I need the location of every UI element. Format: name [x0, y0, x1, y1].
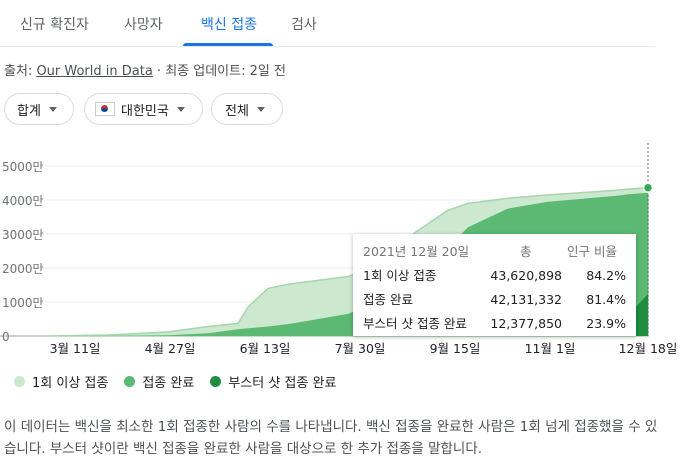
tooltip-row-label: 접종 완료: [363, 292, 413, 307]
korea-flag-icon: [95, 102, 115, 116]
legend-swatch: [14, 376, 25, 387]
y-tick-label: 1000만: [2, 296, 44, 310]
total-dropdown[interactable]: 합계: [4, 93, 74, 125]
tab-bar: 신규 확진자 사망자 백신 접종 검사: [0, 0, 655, 47]
legend-label: 부스터 샷 접종 완료: [228, 376, 337, 391]
tooltip-row-total: 43,620,898: [490, 268, 562, 283]
chart-legend: 1회 이상 접종 접종 완료 부스터 샷 접종 완료: [14, 372, 352, 391]
y-tick-label: 2000만: [2, 262, 44, 276]
hover-point: [642, 182, 654, 193]
last-updated: · 최종 업데이트: 2일 전: [152, 64, 286, 79]
x-tick-label: 12월 18일: [619, 341, 678, 356]
x-tick-label: 4월 27일: [145, 341, 196, 356]
tooltip-row-pct: 81.4%: [586, 292, 626, 307]
total-dropdown-label: 합계: [17, 103, 41, 119]
legend-label: 접종 완료: [142, 376, 195, 391]
x-tick-label: 9월 15일: [430, 341, 481, 356]
chevron-down-icon: [48, 106, 57, 112]
tab-vaccination[interactable]: 백신 접종: [201, 17, 257, 33]
chart-tooltip: 2021년 12월 20일 총 인구 비율 1회 이상 접종 43,620,89…: [353, 234, 636, 336]
tooltip-row-label: 1회 이상 접종: [363, 268, 437, 283]
country-dropdown-label: 대한민국: [121, 103, 169, 119]
x-tick-label: 6월 13일: [240, 341, 291, 356]
tooltip-row-total: 12,377,850: [490, 316, 562, 331]
active-tab-indicator: [183, 43, 273, 46]
tab-tests[interactable]: 검사: [291, 17, 317, 33]
y-tick-label: 5000만: [2, 160, 44, 174]
tooltip-col-pct: 인구 비율: [567, 244, 617, 259]
legend-swatch: [210, 376, 222, 387]
tooltip-row-total: 42,131,332: [490, 292, 562, 307]
country-dropdown[interactable]: 대한민국: [84, 93, 203, 125]
legend-label: 1회 이상 접종: [32, 376, 109, 391]
tab-new-cases[interactable]: 신규 확진자: [20, 17, 89, 33]
scope-dropdown[interactable]: 전체: [211, 93, 283, 125]
y-tick-label: 0: [2, 330, 10, 344]
legend-swatch: [124, 376, 136, 387]
chevron-down-icon: [176, 106, 185, 112]
source-line: 출처: Our World in Data · 최종 업데이트: 2일 전: [4, 60, 286, 79]
tooltip-col-total: 총: [520, 244, 532, 259]
tooltip-row-label: 부스터 샷 접종 완료: [363, 316, 467, 331]
legend-item-first-dose[interactable]: 1회 이상 접종: [14, 372, 108, 391]
x-tick-label: 7월 30일: [335, 341, 386, 356]
x-tick-label: 3월 11일: [50, 341, 101, 356]
y-tick-label: 4000만: [2, 194, 44, 208]
legend-item-booster[interactable]: 부스터 샷 접종 완료: [210, 372, 336, 391]
legend-item-fully-vaccinated[interactable]: 접종 완료: [124, 372, 194, 391]
y-tick-label: 3000만: [2, 228, 44, 242]
chevron-down-icon: [256, 106, 265, 112]
scope-dropdown-label: 전체: [225, 103, 249, 119]
tooltip-row-pct: 84.2%: [586, 268, 626, 283]
source-prefix: 출처:: [4, 64, 37, 79]
x-tick-label: 11월 1일: [525, 341, 576, 356]
tooltip-date: 2021년 12월 20일: [363, 244, 470, 259]
tab-deaths[interactable]: 사망자: [124, 17, 163, 33]
tooltip-row-pct: 23.9%: [586, 316, 626, 331]
source-link[interactable]: Our World in Data: [36, 64, 153, 79]
chart-description: 이 데이터는 백신을 최소한 1회 접종한 사람의 수를 나타냅니다. 백신 접…: [4, 419, 658, 457]
